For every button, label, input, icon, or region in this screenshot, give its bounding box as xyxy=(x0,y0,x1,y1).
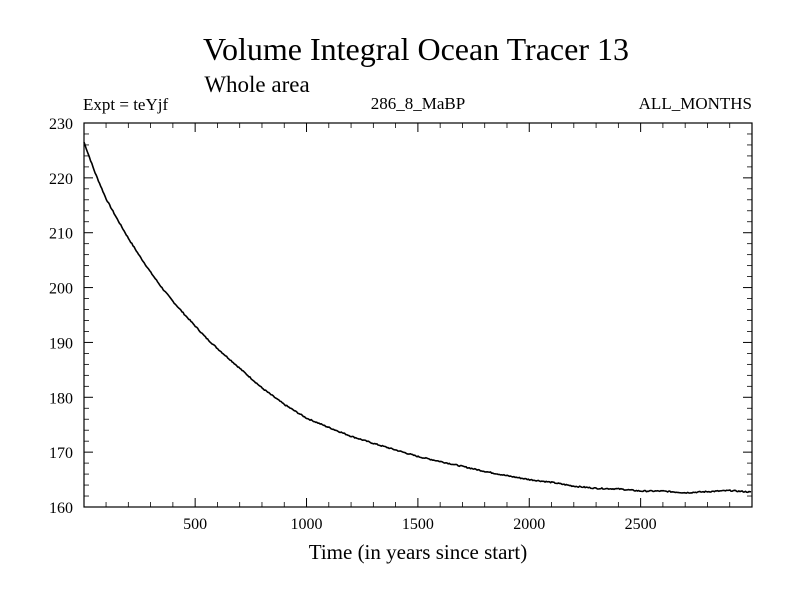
y-tick-label: 220 xyxy=(49,171,73,188)
y-tick-label: 160 xyxy=(49,500,73,517)
x-tick-label: 500 xyxy=(183,516,207,533)
y-tick-label: 230 xyxy=(49,116,73,133)
series-line-tracer-13 xyxy=(83,141,752,494)
chart-title: Volume Integral Ocean Tracer 13 xyxy=(203,31,629,67)
y-tick-label: 180 xyxy=(49,390,73,407)
period-label: ALL_MONTHS xyxy=(639,94,752,113)
chart-subtitle: Whole area xyxy=(204,72,309,97)
x-axis-label: Time (in years since start) xyxy=(309,540,528,564)
experiment-label: Expt = teYjf xyxy=(83,95,168,114)
x-axis-ticks xyxy=(105,123,731,507)
x-tick-label: 2000 xyxy=(513,516,545,533)
x-axis-tick-labels: 500 1000 1500 2000 2500 xyxy=(183,516,656,533)
x-tick-label: 1500 xyxy=(402,516,434,533)
y-tick-label: 210 xyxy=(49,226,73,243)
y-axis-tick-labels: 160 170 180 190 200 210 220 230 xyxy=(49,116,73,517)
x-tick-label: 1000 xyxy=(291,516,323,533)
y-tick-label: 170 xyxy=(49,445,73,462)
run-label: 286_8_MaBP xyxy=(371,94,465,113)
y-tick-label: 200 xyxy=(49,281,73,298)
y-tick-label: 190 xyxy=(49,335,73,352)
y-axis-ticks xyxy=(84,122,752,508)
x-tick-label: 2500 xyxy=(625,516,657,533)
